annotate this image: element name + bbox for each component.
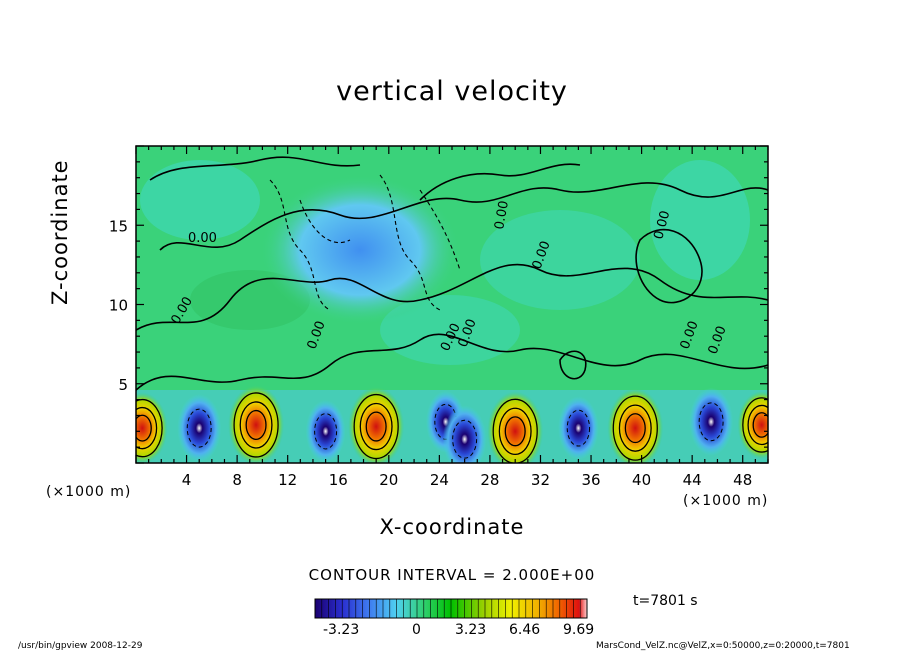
colorbar-divisions xyxy=(321,599,581,618)
x-tick-label-2: 12 xyxy=(278,471,297,489)
updraft-contour-1-2 xyxy=(245,409,267,441)
updraft-contour-4-0 xyxy=(612,395,658,461)
x-axis-label: X-coordinate xyxy=(379,515,525,539)
x-tick-label-3: 16 xyxy=(329,471,348,489)
x-tick-label-11: 48 xyxy=(733,471,752,489)
contour-lines xyxy=(136,156,768,391)
updraft-core-0 xyxy=(136,392,168,463)
footer-left: /usr/bin/gpview 2008-12-29 xyxy=(18,641,143,651)
downdraft-contour-1 xyxy=(314,413,338,450)
axis-ticks xyxy=(135,145,769,464)
colorbar-tick-4: 9.69 xyxy=(563,622,595,638)
updraft-contour-1-1 xyxy=(239,401,273,449)
updraft-contour-1-0 xyxy=(233,392,279,458)
colorbar-tick-0: -3.23 xyxy=(323,622,360,638)
updraft-contour-0-2 xyxy=(136,414,152,442)
colorbar-tick-3: 6.46 xyxy=(509,622,541,638)
negative-contours xyxy=(269,174,461,311)
footer-right: MarsCond_VelZ.nc@VelZ,x=0:50000,z=0:2000… xyxy=(596,641,850,651)
colorbar-tick-2: 3.23 xyxy=(455,622,487,638)
updraft-contour-2-0 xyxy=(353,393,399,460)
y-tick-label-0: 5 xyxy=(118,376,128,394)
x-unit-right: (×1000 m) xyxy=(683,493,769,509)
updraft-contour-0-1 xyxy=(136,406,158,450)
contour-label-4: 0.00 xyxy=(492,200,512,231)
updraft-contour-4-2 xyxy=(624,413,646,444)
x-tick-label-4: 20 xyxy=(379,471,398,489)
updraft-contour-5-1 xyxy=(747,404,768,446)
x-tick-label-8: 36 xyxy=(581,471,600,489)
time-label: t=7801 s xyxy=(633,593,698,609)
updraft-core-4 xyxy=(607,388,664,463)
contour-label-6: 0.00 xyxy=(651,209,673,241)
updraft-contour-2-2 xyxy=(365,411,387,442)
chart-title: vertical velocity xyxy=(336,76,568,107)
core-layer xyxy=(136,384,768,463)
downdraft-contour-4 xyxy=(566,409,591,447)
downdraft-core-0 xyxy=(177,394,222,463)
updraft-contour-5-2 xyxy=(752,412,768,438)
updraft-contour-2-1 xyxy=(359,402,393,451)
x-unit-left: (×1000 m) xyxy=(46,484,132,500)
x-tick-label-5: 24 xyxy=(430,471,449,489)
updraft-core-5 xyxy=(737,390,768,460)
turbulent-region xyxy=(260,175,460,325)
y-tick-label-1: 10 xyxy=(109,297,128,315)
updraft-contour-3-0 xyxy=(492,398,538,463)
contour-interval: CONTOUR INTERVAL = 2.000E+00 xyxy=(308,566,596,584)
updraft-contour-3-1 xyxy=(498,407,532,455)
updraft-core-1 xyxy=(228,384,285,463)
x-tick-label-1: 8 xyxy=(232,471,242,489)
updraft-core-2 xyxy=(348,386,405,463)
downdraft-contour-0 xyxy=(186,408,212,448)
updraft-contour-5-0 xyxy=(742,397,768,453)
y-axis-label: Z-coordinate xyxy=(48,159,72,305)
updraft-contour-4-1 xyxy=(618,404,652,452)
downdraft-core-3 xyxy=(442,405,487,463)
updraft-contour-3-2 xyxy=(504,416,526,447)
contour-label-0: 0.00 xyxy=(188,231,217,246)
downdraft-core-4 xyxy=(558,396,599,460)
y-tick-label-2: 15 xyxy=(109,217,128,235)
x-tick-label-0: 4 xyxy=(182,471,192,489)
updraft-contour-0-0 xyxy=(136,398,163,458)
downdraft-core-1 xyxy=(305,400,346,463)
x-tick-label-7: 32 xyxy=(531,471,550,489)
colorbar-tick-1: 0 xyxy=(412,622,421,638)
x-tick-label-6: 28 xyxy=(480,471,499,489)
x-tick-label-9: 40 xyxy=(632,471,651,489)
downdraft-core-5 xyxy=(689,387,734,456)
downdraft-contour-3 xyxy=(452,419,478,459)
updraft-core-3 xyxy=(487,391,544,463)
x-tick-label-10: 44 xyxy=(683,471,702,489)
downdraft-contour-5 xyxy=(698,402,724,442)
